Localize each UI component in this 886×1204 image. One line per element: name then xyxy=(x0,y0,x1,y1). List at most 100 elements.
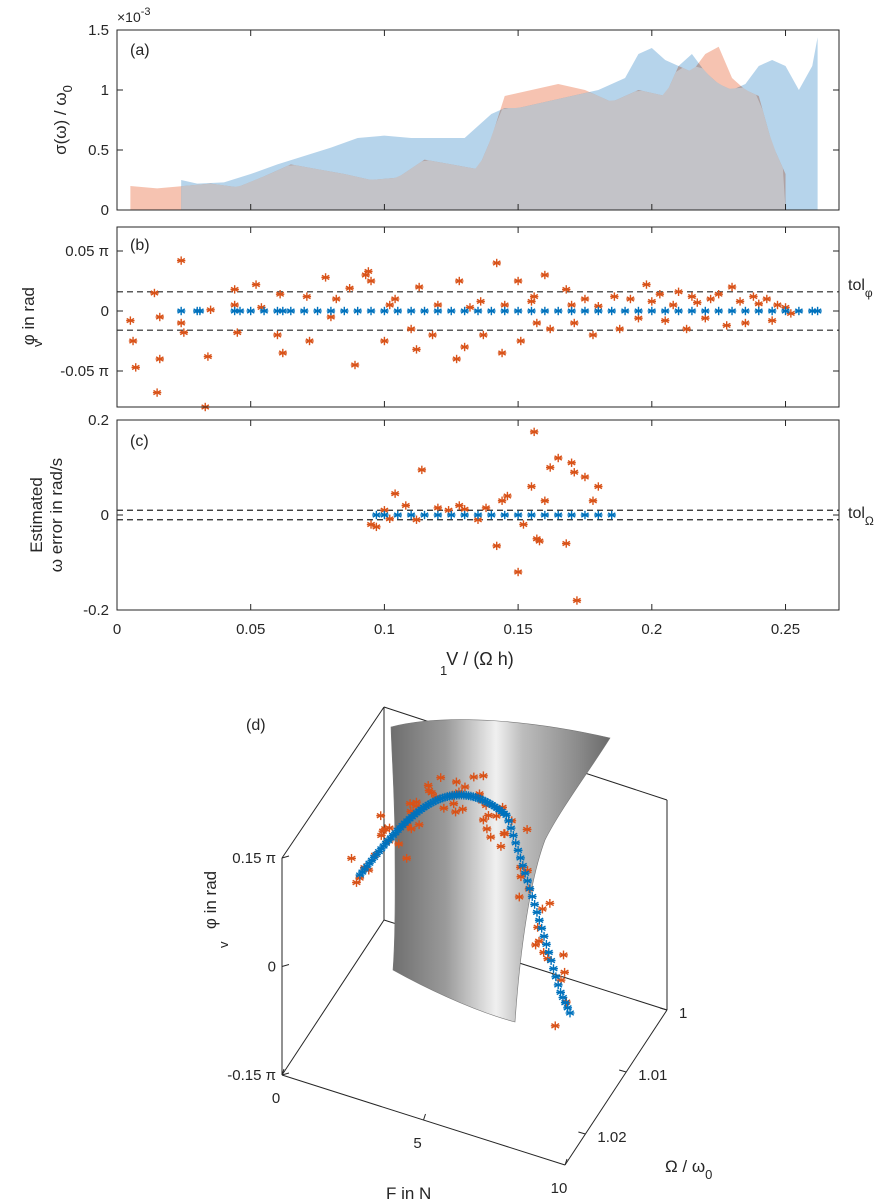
point-blue xyxy=(754,306,763,316)
point-orange xyxy=(479,330,488,340)
point-blue xyxy=(516,853,525,863)
point-blue xyxy=(607,306,616,316)
point-orange xyxy=(741,318,750,328)
point-orange xyxy=(376,811,386,821)
point-orange xyxy=(155,354,164,364)
point-blue xyxy=(393,510,402,520)
point-orange xyxy=(176,256,186,265)
axes-box-b xyxy=(116,226,840,408)
y-tick-label: 0.5 xyxy=(88,142,109,159)
point-orange xyxy=(128,336,138,346)
point-orange xyxy=(473,515,483,524)
x-tick-label: 0.05 xyxy=(236,621,265,638)
point-blue xyxy=(433,306,443,316)
point-blue xyxy=(580,306,590,316)
point-orange xyxy=(452,777,461,787)
point-blue xyxy=(380,306,389,316)
y-axis-label-c-line2: ω error in rad/s xyxy=(47,458,66,572)
scatter-points-b xyxy=(126,256,822,412)
point-orange xyxy=(352,878,361,887)
point-orange xyxy=(449,799,459,809)
x-tick-label: 10 xyxy=(551,1180,568,1197)
point-orange xyxy=(203,352,213,361)
y-tick xyxy=(659,1007,668,1011)
point-orange xyxy=(427,788,437,798)
point-orange xyxy=(345,284,354,293)
point-orange xyxy=(380,506,389,515)
point-orange xyxy=(516,336,525,346)
point-orange xyxy=(522,825,532,834)
y-tick xyxy=(578,1131,586,1135)
point-orange xyxy=(642,280,651,289)
point-orange xyxy=(514,892,524,902)
axes-box-a xyxy=(116,29,840,211)
point-orange xyxy=(559,950,568,960)
point-blue xyxy=(501,810,511,820)
box-edge xyxy=(281,706,385,859)
point-orange xyxy=(402,853,412,863)
point-blue xyxy=(473,510,483,520)
point-orange xyxy=(562,539,571,548)
z-tick xyxy=(281,1072,290,1076)
point-orange xyxy=(735,297,745,306)
point-blue xyxy=(701,306,710,316)
point-orange xyxy=(727,282,737,292)
point-orange xyxy=(417,465,427,475)
point-orange xyxy=(412,515,421,524)
exponent-label: ×10-3 xyxy=(117,6,151,25)
point-blue xyxy=(544,948,554,957)
point-blue xyxy=(714,306,723,316)
point-orange xyxy=(131,363,140,372)
point-orange xyxy=(302,292,312,301)
point-orange xyxy=(529,427,539,437)
z-axis-label-3d: φ in rad xyxy=(201,871,220,929)
point-orange xyxy=(669,300,678,310)
point-blue xyxy=(660,306,670,316)
point-orange xyxy=(546,324,555,334)
point-orange xyxy=(390,489,400,498)
point-orange xyxy=(332,294,341,304)
point-blue xyxy=(447,306,456,316)
point-orange xyxy=(206,305,215,314)
point-blue xyxy=(286,306,296,316)
point-orange xyxy=(588,496,598,505)
point-orange xyxy=(762,294,771,304)
y-tick-label: 0.2 xyxy=(88,412,109,429)
point-orange xyxy=(476,297,485,306)
point-blue xyxy=(513,306,523,316)
y-tick-label: 1 xyxy=(101,82,109,99)
point-blue xyxy=(607,510,616,520)
point-orange xyxy=(532,318,542,328)
point-orange xyxy=(516,872,526,882)
point-blue xyxy=(813,306,822,316)
y-tick-label: 0 xyxy=(101,202,109,219)
point-blue xyxy=(513,845,523,855)
point-orange xyxy=(773,300,782,310)
point-orange xyxy=(580,294,590,304)
point-blue xyxy=(299,306,309,316)
y-tick xyxy=(619,1069,627,1073)
point-orange xyxy=(150,288,159,298)
point-orange xyxy=(570,318,579,328)
panel-a: 0 0.5 1 1.5 (a) ×10-3 σ(ω) / ω0 xyxy=(51,6,840,219)
point-orange xyxy=(412,797,421,807)
point-blue xyxy=(460,306,469,316)
x-axis-label-c-sub: 1 xyxy=(440,663,447,678)
point-blue xyxy=(539,931,549,941)
point-orange xyxy=(414,282,424,292)
point-blue xyxy=(687,306,697,316)
point-blue xyxy=(527,306,536,316)
point-blue xyxy=(567,306,576,316)
y-axis-label-3d: Ω / ω0 xyxy=(665,1157,712,1182)
point-blue xyxy=(460,510,469,520)
point-orange xyxy=(554,453,563,463)
point-orange xyxy=(433,503,443,513)
y-axis-label-a: σ(ω) / ω0 xyxy=(51,85,75,155)
point-orange xyxy=(767,316,777,325)
z-axis-label-3d-sub: v xyxy=(216,941,231,948)
point-blue xyxy=(313,306,322,316)
point-orange xyxy=(385,300,394,310)
point-orange xyxy=(366,276,376,286)
point-orange xyxy=(546,463,555,472)
point-blue xyxy=(727,306,737,316)
